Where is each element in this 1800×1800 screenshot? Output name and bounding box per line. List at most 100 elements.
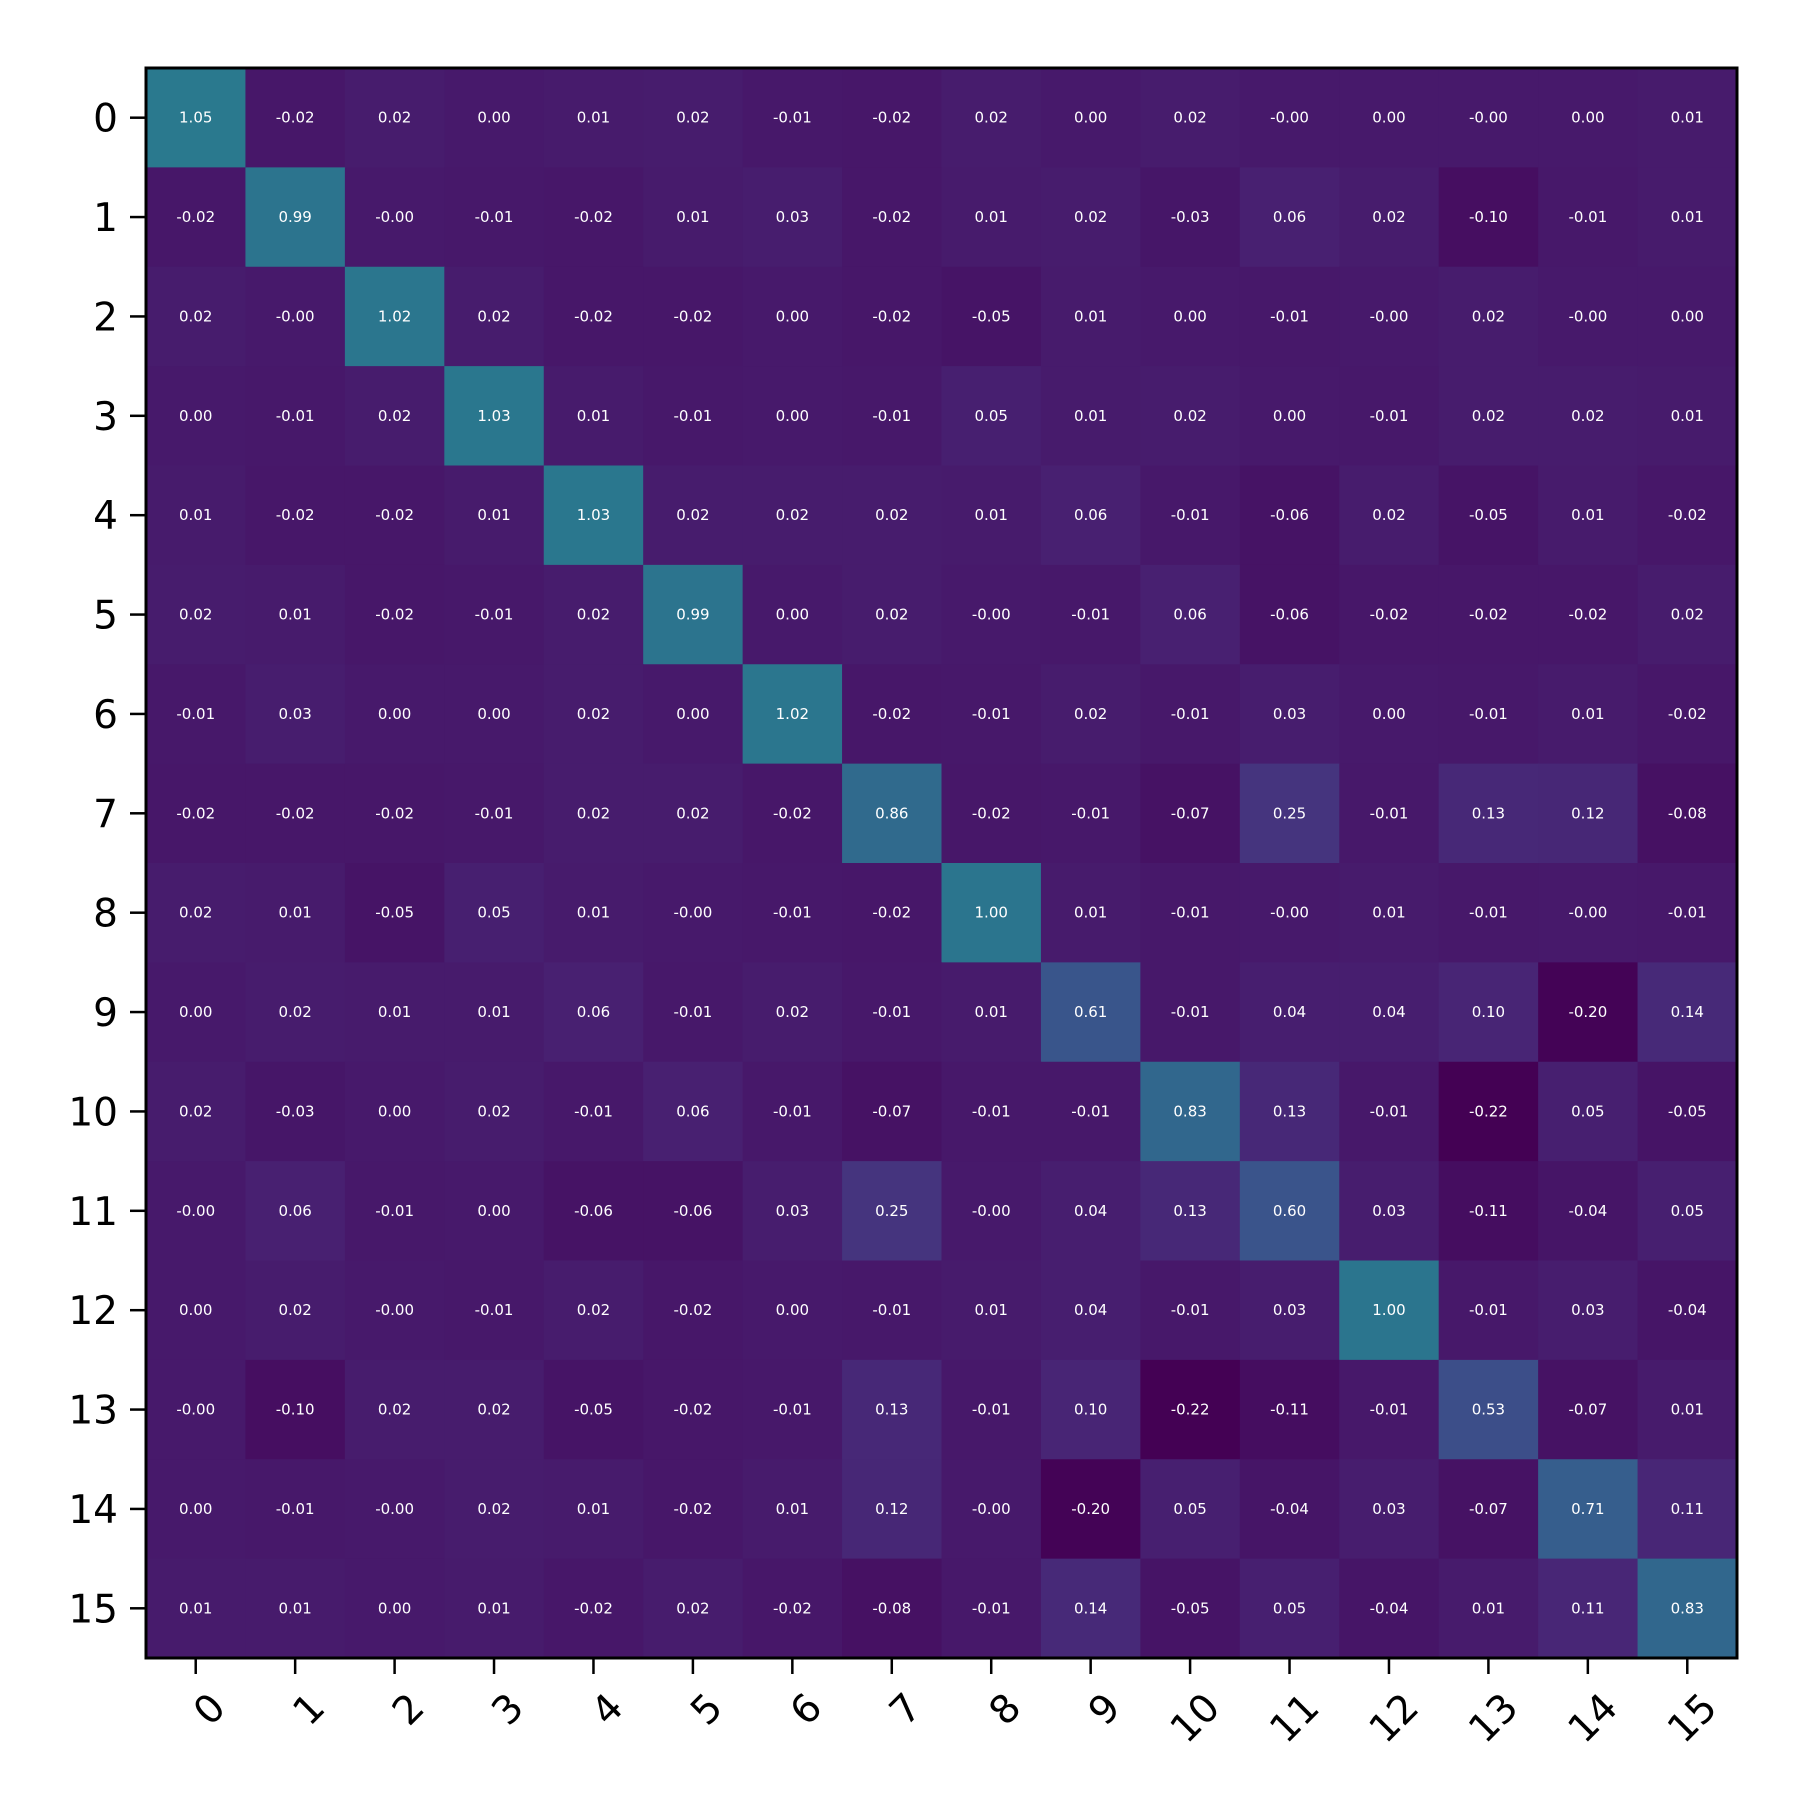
cell-value-label: -0.02: [176, 804, 215, 822]
cell-value-label: -0.02: [1370, 606, 1409, 624]
cell-value-label: -0.01: [773, 109, 812, 127]
cell-value-label: -0.05: [1469, 506, 1508, 524]
heatmap-cell: [1637, 1459, 1738, 1560]
cell-value-label: 0.00: [1173, 307, 1206, 325]
cell-value-label: 0.02: [477, 1500, 510, 1518]
cell-value-label: 0.11: [1671, 1500, 1704, 1518]
x-tick-label: 12: [1361, 1685, 1428, 1752]
heatmap-cell: [842, 1359, 943, 1460]
cell-value-label: -0.06: [1270, 506, 1309, 524]
cell-value-label: -0.01: [1469, 705, 1508, 723]
x-tick-label: 10: [1162, 1685, 1229, 1752]
cell-value-label: 0.00: [1273, 407, 1306, 425]
cell-value-label: -0.01: [1370, 804, 1409, 822]
cell-value-label: 0.03: [1372, 1500, 1405, 1518]
heatmap-cell: [1538, 1359, 1639, 1460]
cell-value-label: 0.12: [1571, 804, 1604, 822]
cell-value-label: 0.02: [1074, 705, 1107, 723]
cell-value-label: 0.14: [1074, 1599, 1107, 1617]
heatmap-cell: [1339, 1161, 1440, 1262]
heatmap-cell: [1239, 465, 1340, 566]
heatmap-cell: [1637, 564, 1738, 665]
heatmap-cell: [1140, 1359, 1241, 1460]
cell-value-label: 0.02: [179, 904, 212, 922]
cell-value-label: 0.00: [1074, 109, 1107, 127]
heatmap-cell: [1637, 366, 1738, 467]
x-tick-label: 15: [1659, 1685, 1726, 1752]
cell-value-label: -0.02: [972, 804, 1011, 822]
cell-value-label: 0.01: [975, 1301, 1008, 1319]
heatmap-cell: [1239, 68, 1340, 168]
heatmap-cell: [245, 1558, 346, 1659]
cell-value-label: 0.02: [577, 1301, 610, 1319]
heatmap-cell: [643, 1161, 744, 1262]
cell-value-label: -0.05: [375, 904, 414, 922]
heatmap-cell: [1339, 1558, 1440, 1659]
heatmap-cell: [742, 1061, 843, 1162]
heatmap-cell: [1538, 863, 1639, 963]
cell-value-label: 0.02: [1372, 208, 1405, 226]
cell-value-label: 0.14: [1671, 1003, 1704, 1021]
heatmap-cell: [742, 564, 843, 665]
heatmap-cell: [344, 68, 445, 168]
heatmap-cell: [941, 1558, 1042, 1659]
heatmap-cell: [146, 863, 247, 963]
heatmap-cell: [245, 863, 346, 963]
cell-value-label: -0.01: [872, 1003, 911, 1021]
cell-value-label: 0.03: [1273, 1301, 1306, 1319]
cell-value-label: 0.01: [179, 506, 212, 524]
heatmap-cell: [1538, 167, 1639, 268]
cell-value-label: -0.02: [674, 1500, 713, 1518]
heatmap-cell: [146, 1359, 247, 1460]
cell-value-label: 0.00: [378, 1102, 411, 1120]
heatmap-cell: [941, 1061, 1042, 1162]
cell-value-label: 0.02: [179, 606, 212, 624]
cell-value-label: 0.05: [477, 904, 510, 922]
heatmap-cell: [643, 1558, 744, 1659]
cell-value-label: 0.01: [975, 506, 1008, 524]
cell-value-label: -0.06: [574, 1202, 613, 1220]
heatmap-cell-labels: 1.05 -0.02 0.02 0.00 0.01 0.02 -0.01 -0.02 0.02 0…: [176, 109, 1706, 1618]
cell-value-label: -0.01: [872, 1301, 911, 1319]
heatmap-cell: [1239, 1359, 1340, 1460]
heatmap-cell: [543, 167, 644, 268]
y-tick-label: 15: [68, 1587, 118, 1632]
cell-value-label: -0.00: [176, 1202, 215, 1220]
heatmap-cell: [543, 962, 644, 1063]
heatmap-cell: [444, 664, 545, 765]
heatmap-cell: [444, 266, 545, 367]
cell-value-label: -0.04: [1370, 1599, 1409, 1617]
cell-value-label: -0.08: [872, 1599, 911, 1617]
heatmap-cell: [842, 266, 943, 367]
heatmap-cell: [245, 962, 346, 1063]
heatmap-cell: [543, 863, 644, 963]
plot-frame: [144, 66, 1739, 1660]
cell-value-label: -0.01: [1469, 1301, 1508, 1319]
cell-value-label: -0.02: [872, 109, 911, 127]
heatmap-cell: [1040, 1359, 1141, 1460]
heatmap-cell: [1438, 1558, 1539, 1659]
heatmap-cell: [643, 1359, 744, 1460]
heatmap-cell: [444, 1459, 545, 1560]
heatmap-cell: [842, 962, 943, 1063]
cell-value-label: 1.00: [1372, 1301, 1405, 1319]
heatmap-cell: [1538, 366, 1639, 467]
cell-value-label: 0.03: [1571, 1301, 1604, 1319]
heatmap-cell: [742, 366, 843, 467]
cell-value-label: -0.02: [276, 506, 315, 524]
cell-value-label: 0.01: [1671, 208, 1704, 226]
cell-value-label: -0.05: [1171, 1599, 1210, 1617]
cell-value-label: 0.06: [577, 1003, 610, 1021]
cell-value-label: 0.01: [577, 407, 610, 425]
cell-value-label: -0.01: [1171, 1301, 1210, 1319]
heatmap-cell: [1140, 1459, 1241, 1560]
cell-value-label: -0.02: [1668, 506, 1707, 524]
heatmap-cell: [444, 1061, 545, 1162]
heatmap-cell: [1438, 1061, 1539, 1162]
cell-value-label: 0.99: [278, 208, 311, 226]
heatmap-cell: [1438, 564, 1539, 665]
cell-value-label: 0.01: [378, 1003, 411, 1021]
heatmap-cell: [1339, 167, 1440, 268]
heatmap-cell: [1239, 1061, 1340, 1162]
cell-value-label: -0.01: [674, 1003, 713, 1021]
